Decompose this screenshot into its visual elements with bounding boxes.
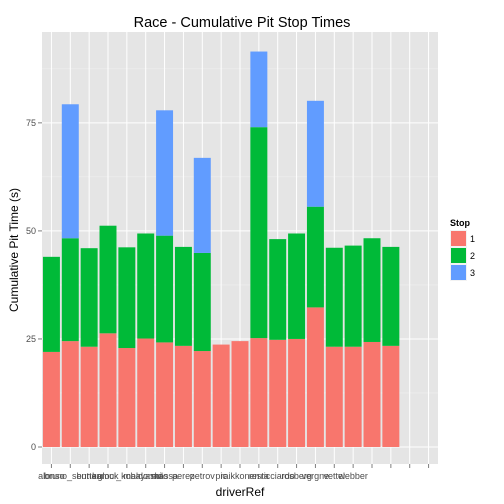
bar-segment-stop-2	[80, 248, 98, 347]
x-tick-label: glock	[97, 471, 119, 481]
bar-segment-stop-2	[156, 235, 174, 343]
bar-segment-stop-1	[156, 342, 174, 447]
bar-segment-stop-1	[80, 346, 98, 447]
bar-segment-stop-1	[363, 341, 381, 447]
x-tick-label: ricciardo	[261, 471, 295, 481]
legend-key-stop-1	[451, 231, 466, 246]
x-axis-title: driverRef	[216, 485, 265, 499]
bar-segment-stop-1	[212, 344, 230, 447]
x-tick-label: webber	[337, 471, 368, 481]
legend-label: 1	[470, 234, 475, 244]
bar-segment-stop-2	[269, 239, 287, 340]
bar-segment-stop-1	[269, 339, 287, 447]
bar-segment-stop-1	[61, 341, 79, 447]
x-tick-label: kamui_kobayashi	[92, 471, 162, 481]
bar-segment-stop-2	[174, 246, 192, 346]
bar-segment-stop-3	[250, 51, 268, 128]
x-tick-label: vergne	[302, 471, 330, 481]
y-tick-label: 50	[26, 226, 36, 236]
legend-label: 3	[470, 268, 475, 278]
bar-segment-stop-1	[288, 338, 306, 447]
bar-segment-stop-1	[306, 307, 324, 447]
x-tick-label: bruno_senna	[44, 471, 97, 481]
x-tick-label: vettel	[324, 471, 346, 481]
x-tick-label: perez	[172, 471, 195, 481]
y-tick-label: 25	[26, 334, 36, 344]
bar-segment-stop-2	[99, 225, 117, 334]
chart-title: Race - Cumulative Pit Stop Times	[134, 15, 351, 31]
x-tick-label: maldonado	[123, 471, 168, 481]
bar-segment-stop-2	[382, 246, 400, 346]
bar-segment-stop-2	[363, 238, 381, 342]
x-tick-label: pic	[215, 471, 227, 481]
legend-key-stop-3	[451, 265, 466, 280]
bar-segment-stop-3	[61, 104, 79, 239]
legend: Stop 1 2 3	[450, 218, 475, 281]
bar-segment-stop-2	[250, 127, 268, 339]
x-tick-label: alonso	[38, 471, 65, 481]
bar-segment-stop-1	[99, 333, 117, 447]
legend-label: 2	[470, 251, 475, 261]
bar-segment-stop-2	[118, 247, 136, 349]
bar-segment-stop-1	[174, 345, 192, 447]
bar-segment-stop-1	[137, 338, 155, 447]
x-tick-label: resta	[249, 471, 269, 481]
bar-segment-stop-2	[344, 245, 362, 347]
bars	[42, 51, 400, 447]
bar-segment-stop-1	[325, 346, 343, 447]
bar-segment-stop-2	[61, 238, 79, 342]
bar-segment-stop-1	[382, 345, 400, 447]
legend-title: Stop	[450, 218, 470, 228]
y-tick-label: 0	[31, 442, 36, 452]
bar-segment-stop-3	[156, 110, 174, 236]
y-tick-label: 75	[26, 118, 36, 128]
bar-segment-stop-3	[193, 157, 211, 253]
bar-segment-stop-3	[306, 100, 324, 207]
x-tick-label: massa	[151, 471, 178, 481]
bar-segment-stop-1	[231, 341, 249, 447]
y-axis: 0 25 50 75	[26, 118, 42, 452]
bar-segment-stop-2	[288, 233, 306, 339]
x-axis: alonsobruno_sennabuttonglockkamui_kobaya…	[38, 464, 430, 481]
x-tick-label: raikkonen	[220, 471, 259, 481]
bar-segment-stop-1	[42, 351, 60, 447]
bar-segment-stop-2	[325, 247, 343, 347]
bar-segment-stop-1	[193, 351, 211, 447]
bar-segment-stop-1	[118, 348, 136, 447]
x-tick-label: petrov	[190, 471, 216, 481]
bar-segment-stop-1	[250, 338, 268, 447]
y-axis-title: Cumulative Pit Time (s)	[7, 188, 21, 312]
bar-segment-stop-2	[193, 252, 211, 352]
bar-segment-stop-2	[137, 233, 155, 339]
x-tick-label: button	[77, 471, 102, 481]
bar-segment-stop-2	[42, 256, 60, 352]
x-tick-label: rosberg	[281, 471, 312, 481]
bar-segment-stop-1	[344, 346, 362, 447]
legend-key-stop-2	[451, 248, 466, 263]
bar-segment-stop-2	[306, 206, 324, 308]
